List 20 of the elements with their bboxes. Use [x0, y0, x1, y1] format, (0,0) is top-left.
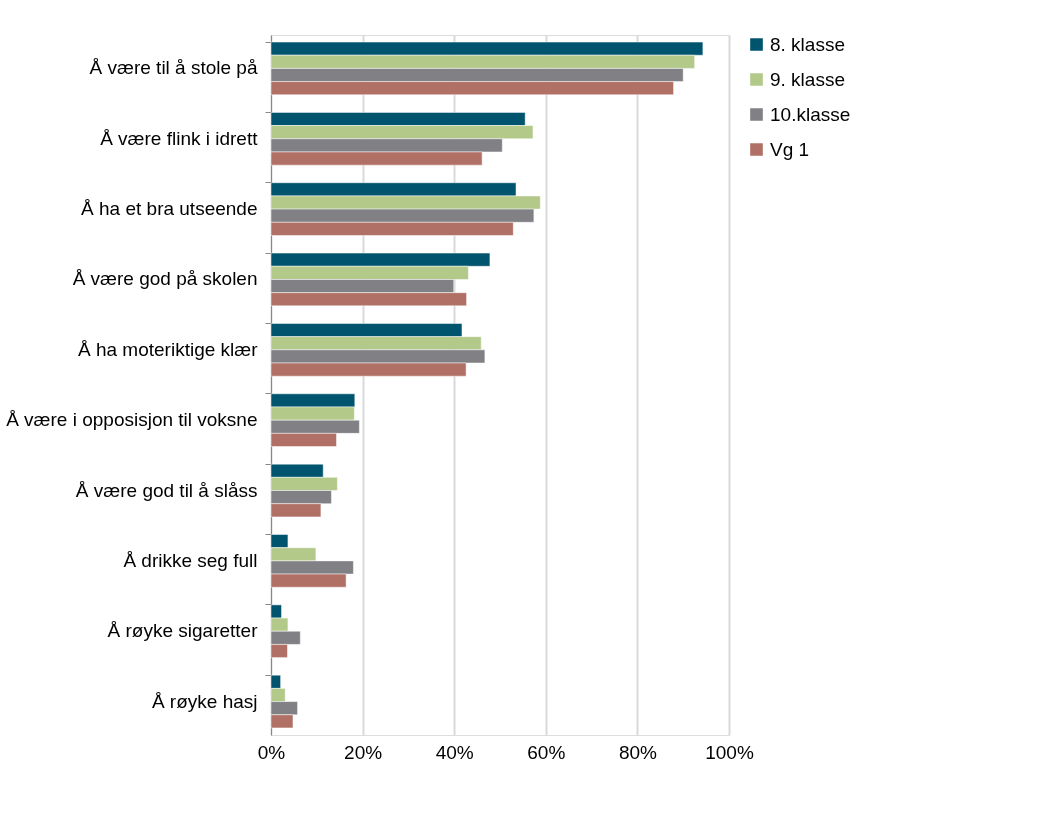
legend-label: 8. klasse — [770, 33, 845, 55]
legend-label: 10.klasse — [770, 103, 851, 125]
y-tick-label: Å røyke sigaretter — [107, 620, 259, 642]
y-tick-label: Å være god til å slåss — [75, 479, 258, 501]
y-tick-label: Å være i opposisjon til voksne — [6, 409, 258, 431]
x-tick-label: 60% — [527, 741, 566, 763]
y-tick-label: Å være flink i idrett — [100, 127, 259, 149]
x-tick-label: 100% — [705, 741, 754, 763]
y-tick-label: Å drikke seg full — [123, 549, 258, 571]
x-tick-label: 40% — [435, 741, 474, 763]
legend-label: 9. klasse — [770, 68, 845, 90]
x-tick-label: 20% — [344, 741, 383, 763]
y-tick-label: Å ha et bra utseende — [81, 198, 258, 220]
y-tick-label: Å være til å stole på — [89, 57, 258, 79]
y-tick-label: Å røyke hasj — [151, 690, 258, 712]
legend-label: Vg 1 — [770, 138, 810, 160]
y-tick-label: Å være god på skolen — [72, 268, 258, 290]
x-tick-label: 0% — [257, 741, 286, 763]
x-tick-label: 80% — [618, 741, 658, 763]
y-tick-label: Å ha moteriktige klær — [77, 338, 259, 360]
